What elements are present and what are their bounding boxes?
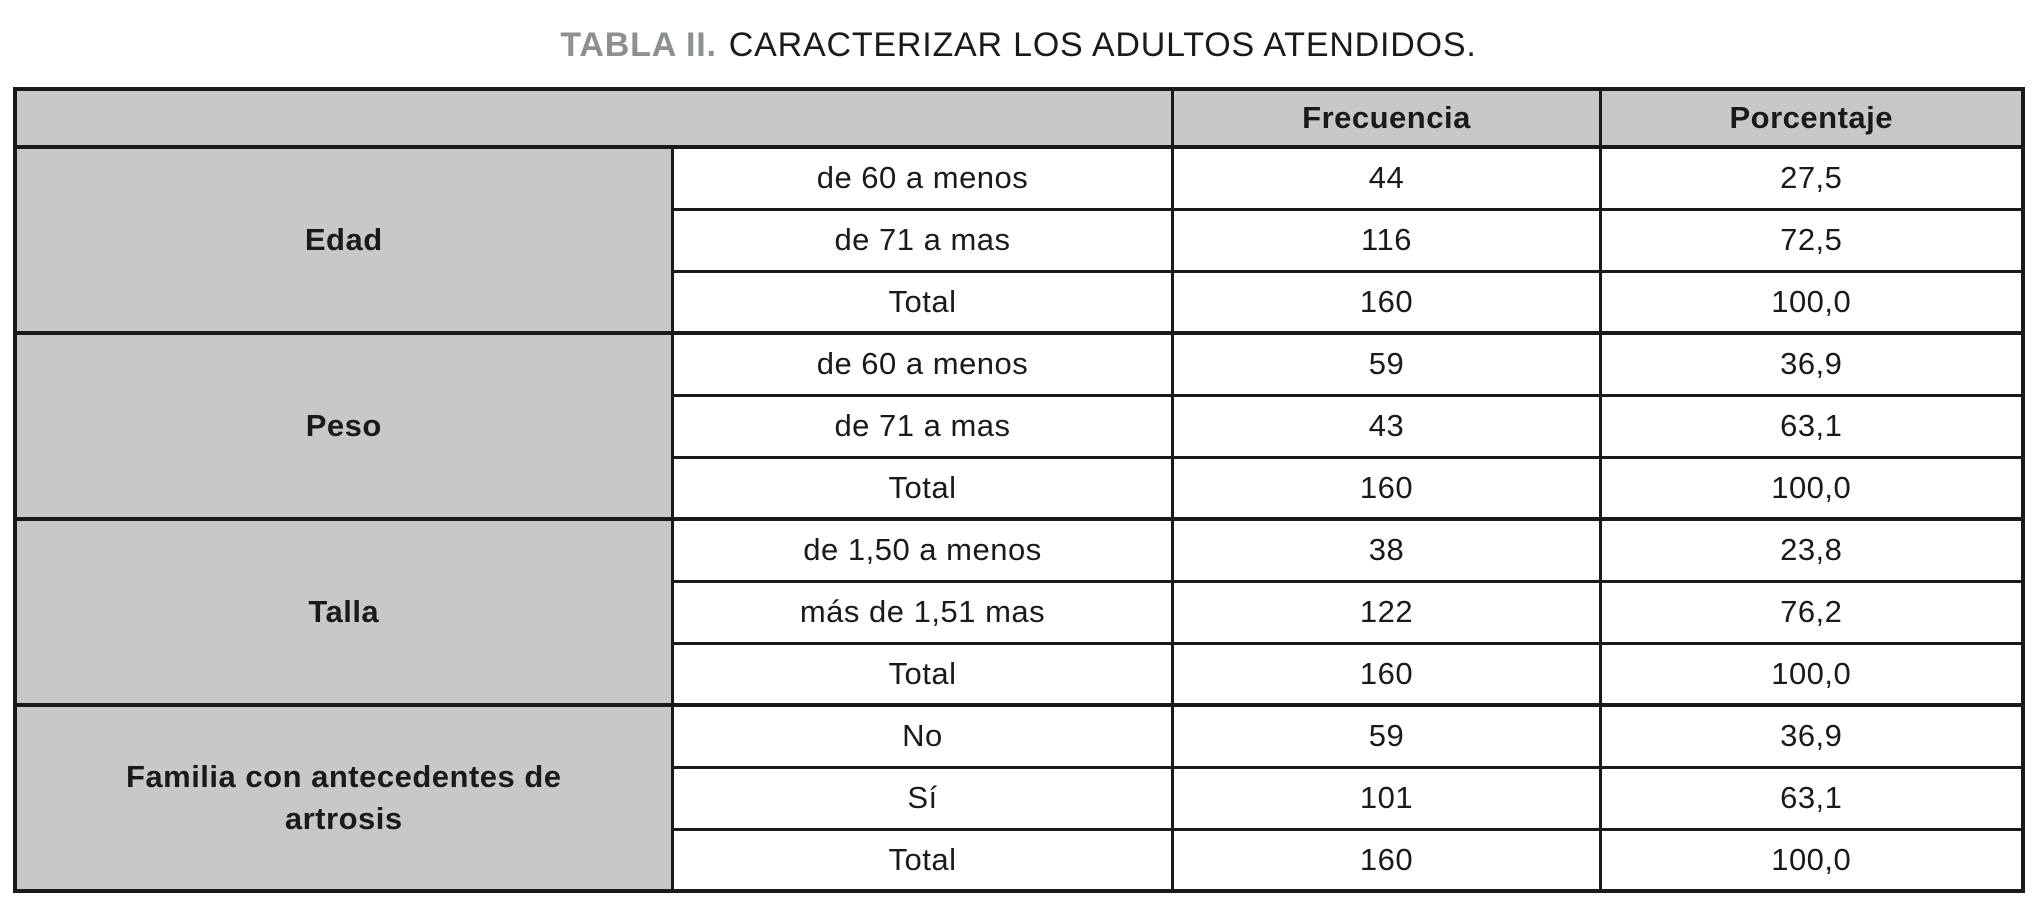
category-cell: más de 1,51 mas [671, 579, 1174, 645]
percentage-cell: 63,1 [1599, 393, 2024, 459]
group-label-talla: Talla [13, 517, 674, 707]
percentage-cell: 36,9 [1599, 703, 2024, 769]
table-row: Sí 101 63,1 [15, 765, 2024, 831]
category-cell: Sí [671, 765, 1174, 831]
percentage-cell: 100,0 [1599, 269, 2024, 335]
table-row: Total 160 100,0 [15, 641, 2024, 707]
frequency-cell: 44 [1171, 145, 1602, 211]
category-cell: de 1,50 a menos [671, 517, 1174, 583]
table-row: Total 160 100,0 [15, 269, 2024, 335]
header-frecuencia: Frecuencia [1171, 87, 1602, 149]
frequency-cell: 59 [1171, 703, 1602, 769]
table-title: TABLA II. CARACTERIZAR LOS ADULTOS ATENDI… [0, 26, 2037, 65]
frequency-cell: 101 [1171, 765, 1602, 831]
table-row: Edad de 60 a menos 44 27,5 [13, 145, 2024, 335]
frequency-cell: 43 [1171, 393, 1602, 459]
group-label-peso: Peso [13, 331, 674, 521]
table-row: Talla de 1,50 a menos 38 23,8 [13, 517, 2024, 707]
group-label-text: Edad [304, 222, 383, 258]
category-cell: Total [671, 641, 1174, 707]
percentage-cell: 76,2 [1599, 579, 2024, 645]
category-cell: de 60 a menos [671, 331, 1174, 397]
table-row: Peso de 60 a menos 59 36,9 [13, 331, 2024, 521]
group-label-edad: Edad [13, 145, 674, 335]
percentage-cell: 36,9 [1599, 331, 2024, 397]
percentage-cell: 23,8 [1599, 517, 2024, 583]
percentage-cell: 100,0 [1599, 455, 2024, 521]
percentage-cell: 72,5 [1599, 207, 2024, 273]
frequency-cell: 160 [1171, 455, 1602, 521]
table-row: Total 160 100,0 [15, 455, 2024, 521]
frequency-cell: 160 [1171, 827, 1602, 893]
category-cell: Total [671, 455, 1174, 521]
category-cell: de 60 a menos [671, 145, 1174, 211]
group-label-text: Peso [305, 408, 382, 444]
data-table: Frecuencia Porcentaje Edad de 60 a menos… [12, 87, 2025, 893]
category-cell: de 71 a mas [671, 393, 1174, 459]
table-header-row: Frecuencia Porcentaje [13, 87, 2024, 149]
group-label-text: Familia con antecedentes de artrosis [125, 759, 562, 836]
group-label-text: Talla [308, 594, 380, 630]
table-title-label: TABLA II. [560, 26, 717, 64]
category-cell: Total [671, 827, 1174, 893]
frequency-cell: 116 [1171, 207, 1602, 273]
frequency-cell: 160 [1171, 269, 1602, 335]
percentage-cell: 100,0 [1599, 827, 2024, 893]
table-title-text: CARACTERIZAR LOS ADULTOS ATENDIDOS. [728, 26, 1477, 64]
header-empty-cell [13, 87, 1174, 149]
frequency-cell: 38 [1171, 517, 1602, 583]
category-cell: de 71 a mas [671, 207, 1174, 273]
table-row: de 71 a mas 43 63,1 [15, 393, 2024, 459]
table-row: de 71 a mas 116 72,5 [15, 207, 2024, 273]
table-row: más de 1,51 mas 122 76,2 [15, 579, 2024, 645]
category-cell: Total [671, 269, 1174, 335]
frequency-cell: 122 [1171, 579, 1602, 645]
header-porcentaje: Porcentaje [1599, 87, 2024, 149]
table-row: Familia con antecedentes de artrosis No … [13, 703, 2024, 893]
percentage-cell: 27,5 [1599, 145, 2024, 211]
percentage-cell: 100,0 [1599, 641, 2024, 707]
frequency-cell: 160 [1171, 641, 1602, 707]
group-label-familia-antecedentes: Familia con antecedentes de artrosis [13, 703, 674, 893]
table-row: Total 160 100,0 [15, 827, 2024, 893]
percentage-cell: 63,1 [1599, 765, 2024, 831]
category-cell: No [671, 703, 1174, 769]
frequency-cell: 59 [1171, 331, 1602, 397]
